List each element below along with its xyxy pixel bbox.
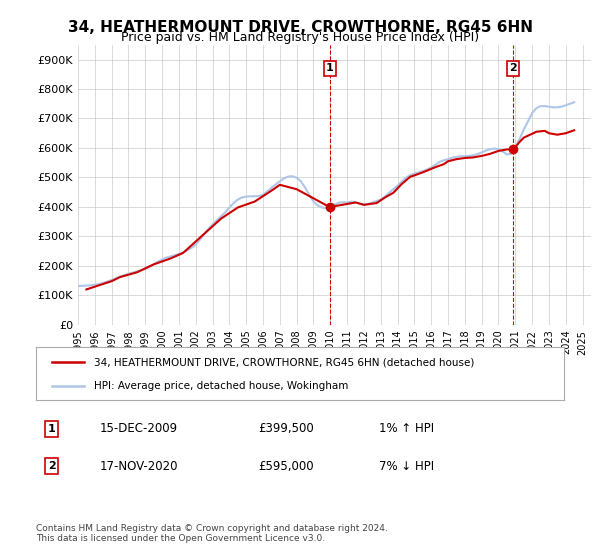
Text: 1: 1 <box>48 424 56 434</box>
Text: HPI: Average price, detached house, Wokingham: HPI: Average price, detached house, Woki… <box>94 380 349 390</box>
Text: £399,500: £399,500 <box>258 422 314 435</box>
Text: 2: 2 <box>48 461 56 471</box>
Text: 2: 2 <box>509 63 517 73</box>
Text: £595,000: £595,000 <box>258 460 313 473</box>
Text: 17-NOV-2020: 17-NOV-2020 <box>100 460 178 473</box>
Text: 15-DEC-2009: 15-DEC-2009 <box>100 422 178 435</box>
Text: 7% ↓ HPI: 7% ↓ HPI <box>379 460 434 473</box>
Text: Price paid vs. HM Land Registry's House Price Index (HPI): Price paid vs. HM Land Registry's House … <box>121 31 479 44</box>
Text: 1: 1 <box>326 63 334 73</box>
Text: 1% ↑ HPI: 1% ↑ HPI <box>379 422 434 435</box>
Text: Contains HM Land Registry data © Crown copyright and database right 2024.
This d: Contains HM Land Registry data © Crown c… <box>36 524 388 543</box>
Text: 34, HEATHERMOUNT DRIVE, CROWTHORNE, RG45 6HN: 34, HEATHERMOUNT DRIVE, CROWTHORNE, RG45… <box>67 20 533 35</box>
Text: 34, HEATHERMOUNT DRIVE, CROWTHORNE, RG45 6HN (detached house): 34, HEATHERMOUNT DRIVE, CROWTHORNE, RG45… <box>94 357 475 367</box>
